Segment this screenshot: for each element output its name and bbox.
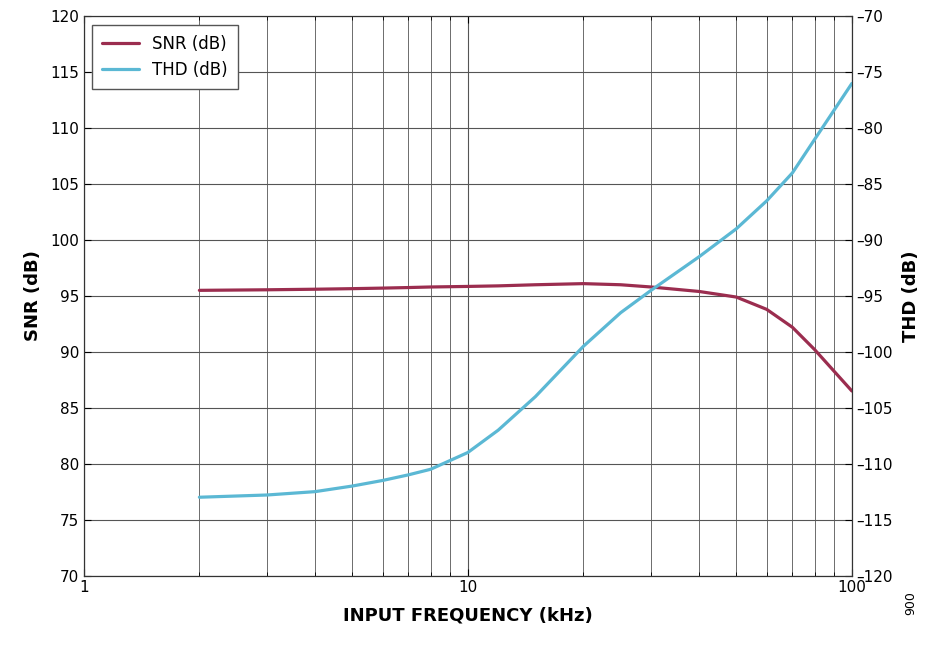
SNR (dB) (194, 286, 205, 294)
SNR (dB) (846, 387, 857, 395)
SNR (dB) (462, 283, 473, 290)
SNR (dB) (731, 293, 742, 301)
THD (dB) (403, 471, 414, 479)
SNR (dB) (530, 281, 541, 288)
SNR (dB) (578, 280, 589, 288)
SNR (dB) (615, 281, 627, 288)
THD (dB) (194, 493, 205, 501)
THD (dB) (761, 197, 772, 205)
SNR (dB) (761, 305, 772, 313)
THD (dB) (377, 477, 388, 485)
Legend: SNR (dB), THD (dB): SNR (dB), THD (dB) (92, 25, 237, 89)
THD (dB) (645, 286, 656, 294)
THD (dB) (809, 135, 820, 143)
Text: 900: 900 (904, 591, 917, 615)
THD (dB) (731, 225, 742, 233)
Y-axis label: SNR (dB): SNR (dB) (23, 250, 42, 341)
THD (dB) (462, 449, 473, 456)
SNR (dB) (425, 283, 437, 291)
X-axis label: INPUT FREQUENCY (kHz): INPUT FREQUENCY (kHz) (343, 606, 593, 625)
Line: THD (dB): THD (dB) (199, 84, 852, 497)
THD (dB) (492, 426, 504, 434)
Line: SNR (dB): SNR (dB) (199, 284, 852, 391)
SNR (dB) (377, 284, 388, 292)
THD (dB) (787, 169, 798, 177)
THD (dB) (694, 253, 705, 261)
SNR (dB) (309, 285, 320, 293)
THD (dB) (346, 482, 358, 490)
THD (dB) (425, 466, 437, 473)
THD (dB) (578, 342, 589, 350)
SNR (dB) (262, 286, 273, 294)
SNR (dB) (346, 284, 358, 292)
SNR (dB) (787, 323, 798, 331)
THD (dB) (846, 80, 857, 88)
THD (dB) (530, 392, 541, 400)
THD (dB) (309, 488, 320, 496)
SNR (dB) (809, 346, 820, 354)
SNR (dB) (403, 284, 414, 292)
SNR (dB) (694, 288, 705, 296)
Y-axis label: THD (dB): THD (dB) (901, 250, 920, 341)
SNR (dB) (492, 282, 504, 290)
THD (dB) (262, 491, 273, 499)
THD (dB) (615, 309, 627, 317)
SNR (dB) (645, 283, 656, 291)
